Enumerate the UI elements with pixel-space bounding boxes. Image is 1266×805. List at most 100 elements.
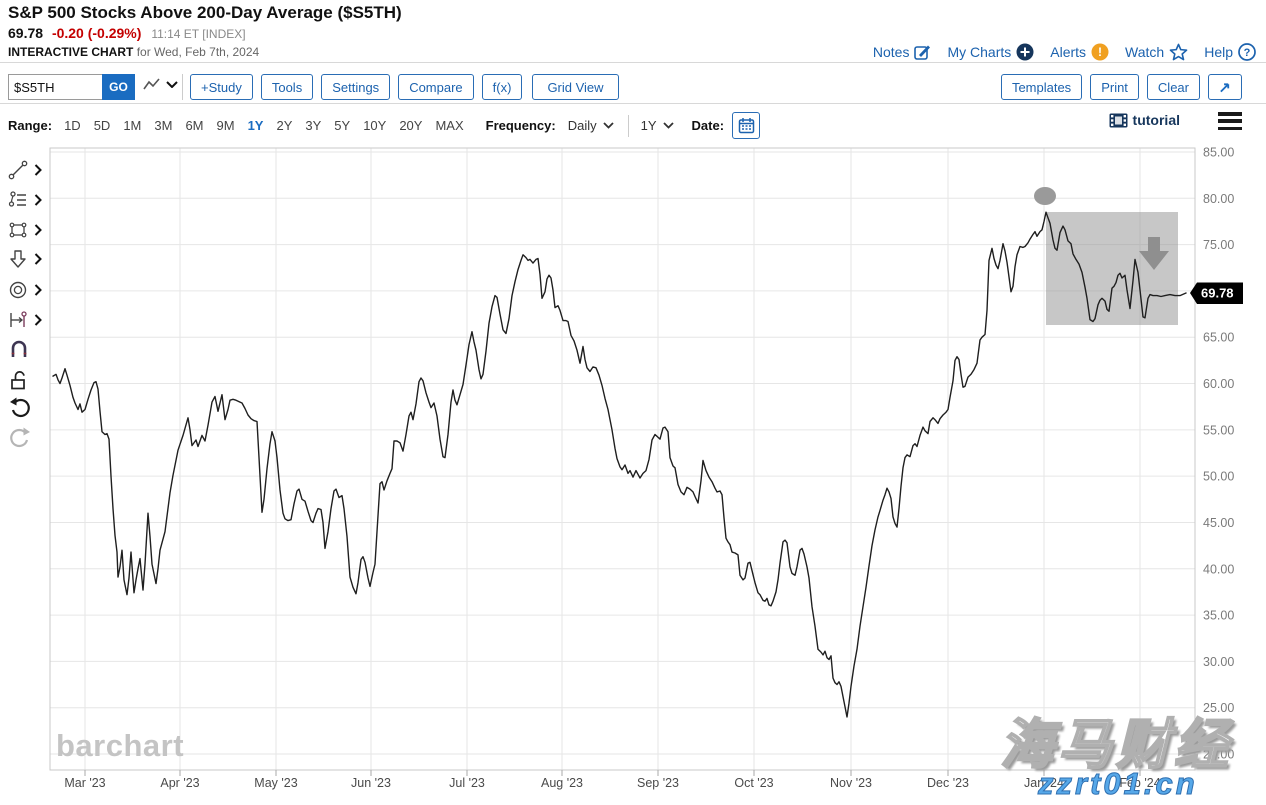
y-axis-label: 85.00 (1203, 146, 1234, 160)
watch-link[interactable]: Watch (1125, 43, 1188, 61)
last-price-tag (1190, 282, 1243, 304)
circle-tool-icon (9, 281, 27, 299)
print-button[interactable]: Print (1090, 74, 1139, 100)
divider (627, 114, 629, 137)
arrow-marker-tool[interactable] (7, 247, 49, 271)
y-axis-label: 25.00 (1203, 701, 1234, 715)
price-change: -0.20 (-0.29%) (51, 25, 142, 41)
shapes-icon (9, 222, 27, 238)
redo-icon (10, 427, 30, 448)
popout-button[interactable] (1208, 74, 1242, 100)
x-axis-label: Mar '23 (64, 776, 105, 790)
unlock-tool[interactable] (7, 368, 49, 392)
range-option-5d[interactable]: 5D (93, 118, 111, 133)
undo-button[interactable] (7, 396, 49, 420)
popout-arrow-icon (1220, 82, 1230, 92)
last-price-tag-label: 69.78 (1201, 285, 1234, 300)
barchart-watermark: barchart (56, 728, 185, 763)
my-charts-link[interactable]: My Charts (947, 43, 1034, 61)
y-axis-label: 40.00 (1203, 562, 1234, 576)
date-picker-button[interactable] (732, 112, 761, 139)
range-option-10y[interactable]: 10Y (363, 118, 387, 133)
x-axis-label: Apr '23 (160, 776, 199, 790)
hamburger-menu-icon[interactable] (1218, 112, 1242, 130)
url-watermark: zzrt01.cn (1038, 766, 1198, 802)
range-option-3m[interactable]: 3M (154, 118, 173, 133)
shapes-tool[interactable] (7, 218, 49, 242)
symbol-input[interactable] (8, 74, 106, 100)
measure-tool[interactable] (7, 308, 49, 332)
range-option-20y[interactable]: 20Y (399, 118, 423, 133)
notes-link[interactable]: Notes (873, 44, 932, 61)
tutorial-link[interactable]: tutorial (1109, 112, 1180, 128)
range-option-5y[interactable]: 5Y (334, 118, 351, 133)
x-axis-label: Nov '23 (830, 776, 872, 790)
trendline-tool[interactable] (7, 158, 49, 182)
range-option-6m[interactable]: 6M (185, 118, 204, 133)
grid-view-button[interactable]: Grid View (532, 74, 619, 100)
help-icon: ? (1238, 43, 1256, 61)
chevron-right-icon (34, 224, 42, 236)
frequency-dropdown[interactable]: Daily (568, 118, 614, 133)
chevron-down-icon (166, 81, 178, 88)
x-axis-label: Jan '24 (1024, 776, 1064, 790)
range-option-9m[interactable]: 9M (216, 118, 235, 133)
x-axis-label: Feb '24 (1119, 776, 1160, 790)
x-axis-label: Jun '23 (351, 776, 391, 790)
study-button[interactable]: +Study (190, 74, 253, 100)
range-option-3y[interactable]: 3Y (305, 118, 322, 133)
x-axis-label: Dec '23 (927, 776, 969, 790)
range-option-max[interactable]: MAX (435, 118, 464, 133)
circle-tool[interactable] (7, 278, 49, 302)
svg-text:!: ! (1098, 45, 1102, 59)
divider (0, 62, 1266, 63)
clear-button[interactable]: Clear (1146, 74, 1200, 100)
y-axis-label: 65.00 (1203, 331, 1234, 345)
last-price: 69.78 (8, 25, 44, 41)
chevron-right-icon (34, 314, 42, 326)
range-options: 1D 5D 1M 3M 6M 9M 1Y 2Y 3Y 5Y 10Y 20Y MAX (64, 118, 464, 133)
tools-button[interactable]: Tools (260, 74, 314, 100)
settings-button[interactable]: Settings (321, 74, 391, 100)
notes-icon (914, 45, 931, 60)
help-link[interactable]: Help ? (1204, 43, 1256, 61)
period-dropdown[interactable]: 1Y (641, 118, 674, 133)
svg-text:?: ? (1244, 47, 1251, 59)
y-axis-label: 30.00 (1203, 655, 1234, 669)
fx-button[interactable]: f(x) (481, 74, 523, 100)
range-option-1d[interactable]: 1D (64, 118, 81, 133)
x-axis-label: Sep '23 (637, 776, 679, 790)
magnet-tool[interactable] (7, 338, 49, 362)
templates-button[interactable]: Templates (1000, 74, 1083, 100)
x-axis-label: May '23 (254, 776, 297, 790)
header-links: Notes My Charts Alerts ! Watch Help ? (873, 43, 1256, 61)
quote-row: 69.78 -0.20 (-0.29%) 11:14 ET [INDEX] (8, 25, 246, 41)
y-axis-label: 60.00 (1203, 377, 1234, 391)
range-option-1y[interactable]: 1Y (247, 118, 264, 133)
redo-button[interactable] (7, 426, 49, 450)
chart-type-selector[interactable] (143, 78, 178, 91)
watch-star-icon (1169, 43, 1188, 61)
range-option-2y[interactable]: 2Y (276, 118, 293, 133)
alerts-link[interactable]: Alerts ! (1050, 43, 1109, 61)
y-axis-label: 35.00 (1203, 609, 1234, 623)
annotations-tool[interactable] (7, 188, 49, 212)
down-arrow-annotation[interactable] (1139, 237, 1169, 270)
highlight-box-annotation[interactable] (1046, 212, 1178, 325)
y-axis-label: 75.00 (1203, 238, 1234, 252)
chart-subtitle: INTERACTIVE CHART for Wed, Feb 7th, 2024 (8, 45, 260, 59)
range-option-1m[interactable]: 1M (123, 118, 142, 133)
go-button[interactable]: GO (102, 74, 135, 100)
alerts-icon: ! (1091, 43, 1109, 61)
undo-icon (10, 397, 30, 418)
price-line-series (52, 211, 1187, 718)
y-axis-label: 45.00 (1203, 516, 1234, 530)
line-chart-type-icon (143, 78, 160, 90)
compare-button[interactable]: Compare (398, 74, 474, 100)
unlock-icon (11, 371, 25, 390)
chevron-right-icon (34, 194, 42, 206)
range-row: Range: 1D 5D 1M 3M 6M 9M 1Y 2Y 3Y 5Y 10Y 20Y MAX Fre… (8, 112, 761, 139)
highlight-circle-annotation[interactable] (1034, 187, 1056, 205)
